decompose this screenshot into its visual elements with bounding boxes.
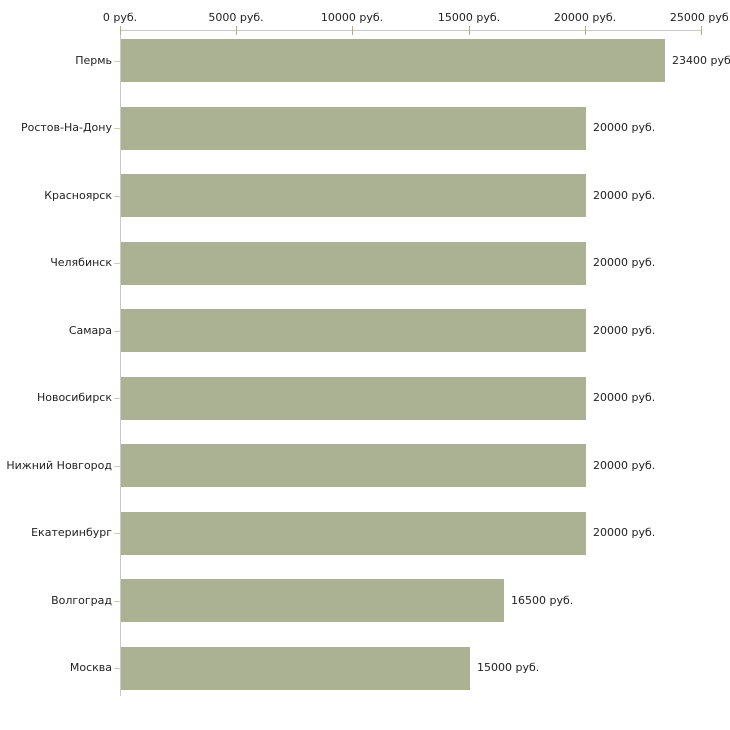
y-axis-line [120, 30, 121, 696]
bar [121, 309, 586, 352]
bar [121, 174, 586, 217]
y-tick-mark [114, 196, 121, 197]
x-tick-mark [236, 26, 237, 35]
y-tick-mark [114, 668, 121, 669]
x-tick-label: 5000 руб. [208, 11, 264, 24]
category-label: Красноярск [44, 189, 112, 202]
value-label: 20000 руб. [593, 121, 656, 134]
bar [121, 647, 470, 690]
value-label: 16500 руб. [511, 594, 574, 607]
category-label: Москва [69, 661, 112, 674]
y-tick-mark [114, 61, 121, 62]
x-tick-label: 25000 руб. [669, 11, 730, 24]
value-label: 20000 руб. [593, 189, 656, 202]
bar [121, 39, 665, 82]
x-tick-label: 10000 руб. [320, 11, 384, 24]
x-tick-label: 0 руб. [102, 11, 138, 24]
y-tick-mark [114, 263, 121, 264]
y-tick-mark [114, 128, 121, 129]
y-tick-mark [114, 601, 121, 602]
x-tick-label: 15000 руб. [437, 11, 501, 24]
value-label: 20000 руб. [593, 324, 656, 337]
value-label: 15000 руб. [477, 661, 540, 674]
x-tick-mark [701, 26, 702, 35]
category-label: Ростов-На-Дону [20, 121, 112, 134]
x-axis-line [120, 30, 702, 31]
category-label: Волгоград [51, 594, 112, 607]
bar [121, 579, 504, 622]
value-label: 20000 руб. [593, 459, 656, 472]
bar [121, 377, 586, 420]
value-label: 20000 руб. [593, 256, 656, 269]
x-tick-mark [120, 26, 121, 35]
y-tick-mark [114, 398, 121, 399]
bar [121, 512, 586, 555]
bar [121, 107, 586, 150]
category-label: Нижний Новгород [6, 459, 112, 472]
y-tick-mark [114, 466, 121, 467]
y-tick-mark [114, 331, 121, 332]
value-label: 20000 руб. [593, 391, 656, 404]
value-label: 20000 руб. [593, 526, 656, 539]
category-label: Самара [68, 324, 112, 337]
x-tick-mark [352, 26, 353, 35]
value-label: 23400 руб. [672, 54, 730, 67]
x-tick-mark [585, 26, 586, 35]
x-tick-mark [469, 26, 470, 35]
y-tick-mark [114, 533, 121, 534]
category-label: Челябинск [50, 256, 112, 269]
x-tick-label: 20000 руб. [553, 11, 617, 24]
bar [121, 444, 586, 487]
category-label: Пермь [75, 54, 112, 67]
category-label: Новосибирск [36, 391, 112, 404]
category-label: Екатеринбург [31, 526, 112, 539]
bar [121, 242, 586, 285]
